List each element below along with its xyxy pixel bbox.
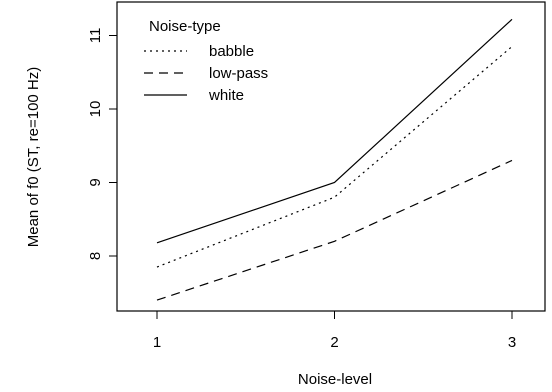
x-tick-label: 3	[508, 334, 516, 351]
x-axis-label: Noise-level	[298, 371, 372, 388]
series-line-white	[156, 18, 513, 244]
y-axis: 8 9 10 11	[87, 28, 118, 260]
y-axis-label: Mean of f0 (ST, re=100 Hz)	[25, 67, 42, 248]
x-axis: 1 2 3	[153, 311, 516, 351]
y-tick-label: 11	[87, 28, 104, 44]
legend-label-white: white	[208, 87, 244, 104]
series-line-low-pass	[156, 159, 513, 301]
legend: Noise-type babble low-pass white	[144, 18, 268, 104]
x-tick-label: 1	[153, 334, 161, 351]
y-tick-label: 10	[87, 101, 104, 118]
y-tick-label: 9	[87, 178, 104, 186]
legend-label-babble: babble	[209, 43, 254, 60]
series-lines	[156, 18, 513, 301]
y-tick-label: 8	[87, 252, 104, 260]
legend-title: Noise-type	[149, 18, 221, 35]
legend-label-low-pass: low-pass	[209, 65, 268, 82]
x-tick-label: 2	[330, 334, 338, 351]
